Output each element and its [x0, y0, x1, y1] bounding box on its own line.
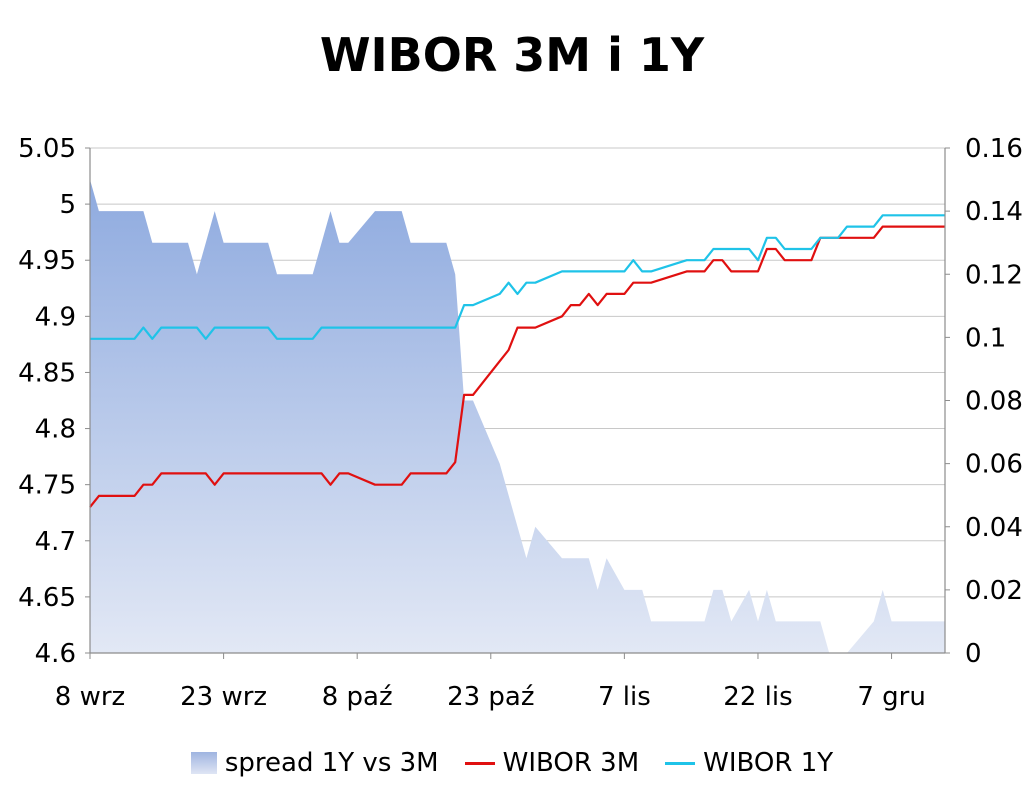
legend-label-wibor-1y: WIBOR 1Y	[703, 748, 834, 778]
x-tick-label-4: 7 lis	[598, 682, 651, 712]
y-right-tick-label-6: 0.04	[965, 513, 1023, 543]
y-left-tick-label-9: 4.6	[35, 639, 76, 669]
y-left-tick-label-2: 4.95	[18, 246, 76, 276]
series-line-layer	[89, 214, 945, 508]
legend-swatch-wibor-1y	[665, 761, 696, 765]
legend-item-spread: spread 1Y vs 3M	[190, 748, 439, 778]
series-wibor-1y-line	[90, 214, 945, 340]
y-left-tick-label-6: 4.75	[18, 471, 76, 501]
y-right-tick-label-8: 0	[965, 639, 982, 669]
legend-item-wibor-3m: WIBOR 3M	[464, 748, 640, 778]
spread-area-layer	[90, 179, 945, 653]
axis-layer	[85, 147, 950, 659]
legend-label-wibor-3m: WIBOR 3M	[502, 748, 640, 778]
chart-title: WIBOR 3M i 1Y	[319, 28, 705, 82]
series-wibor-3m-line	[89, 225, 945, 508]
y-right-tick-label-5: 0.06	[965, 450, 1023, 480]
y-right-tick-label-1: 0.14	[965, 197, 1023, 227]
tick-label-layer: 5.05 5 4.95 4.9 4.85 4.8 4.75 4.7 4.65 4.6 0.16 0.1…	[18, 134, 1023, 712]
y-left-tick-label-5: 4.8	[35, 415, 76, 445]
legend: spread 1Y vs 3M WIBOR 3M WIBOR 1Y	[0, 748, 1024, 778]
y-right-tick-label-3: 0.1	[965, 323, 1006, 353]
x-tick-label-5: 22 lis	[723, 682, 792, 712]
series-spread-1y-vs-3m-area	[90, 179, 945, 653]
y-left-tick-label-7: 4.7	[35, 527, 76, 557]
x-tick-label-3: 23 paź	[447, 682, 534, 712]
legend-label-spread: spread 1Y vs 3M	[224, 748, 439, 778]
y-left-tick-label-0: 5.05	[18, 134, 76, 164]
y-left-tick-label-3: 4.9	[35, 302, 76, 332]
y-right-tick-label-4: 0.08	[965, 387, 1023, 417]
x-tick-label-0: 8 wrz	[55, 682, 125, 712]
x-tick-label-2: 8 paź	[322, 682, 393, 712]
y-right-tick-label-2: 0.12	[965, 260, 1023, 290]
legend-swatch-spread	[190, 752, 217, 774]
x-tick-label-6: 7 gru	[857, 682, 925, 712]
x-tick-label-1: 23 wrz	[180, 682, 267, 712]
y-right-tick-label-7: 0.02	[965, 576, 1023, 606]
y-left-tick-label-1: 5	[59, 190, 76, 220]
legend-swatch-wibor-3m	[464, 761, 495, 765]
legend-item-wibor-1y: WIBOR 1Y	[665, 748, 833, 778]
y-left-tick-label-8: 4.65	[18, 583, 76, 613]
y-left-tick-label-4: 4.85	[18, 358, 76, 388]
y-right-tick-label-0: 0.16	[965, 134, 1023, 164]
